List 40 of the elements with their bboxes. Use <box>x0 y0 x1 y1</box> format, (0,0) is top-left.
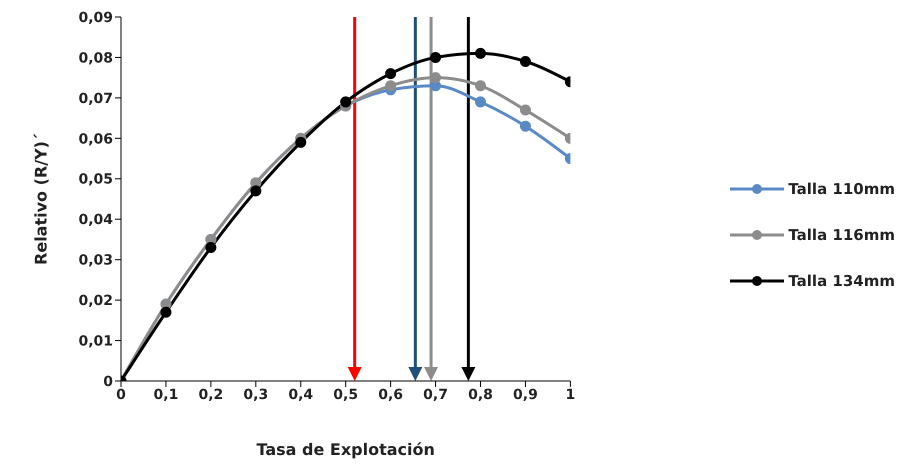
y-axis-title: Relativo (R/Y)´ <box>32 133 51 265</box>
point <box>475 96 486 108</box>
point <box>160 306 172 318</box>
x-tick-label: 0 <box>116 386 126 403</box>
legend-label: Talla 116mm <box>788 226 895 244</box>
x-tick-label: 0,2 <box>198 386 224 403</box>
y-tick-label: 0,02 <box>78 293 113 310</box>
x-tick-label: 1 <box>566 386 576 403</box>
y-tick-label: 0,01 <box>78 334 113 350</box>
y-tick-label: 0,06 <box>78 131 113 148</box>
y-tick-label: 0,03 <box>78 252 113 269</box>
y-tick-label: 0 <box>103 374 114 390</box>
y-tick-label: 0,04 <box>78 212 114 228</box>
point <box>475 80 486 92</box>
y-tick-label: 0,08 <box>78 50 113 66</box>
y-tick-label: 0,09 <box>78 10 113 26</box>
y-tick-label: 0,05 <box>78 172 113 188</box>
point <box>520 56 531 67</box>
legend-label: Talla 110mm <box>788 180 895 198</box>
x-tick-label: 0,4 <box>288 386 314 403</box>
point <box>385 68 396 80</box>
x-tick-label: 0,9 <box>513 386 538 403</box>
x-tick-label: 0,5 <box>333 386 358 403</box>
point <box>520 104 531 116</box>
point <box>295 136 306 148</box>
point <box>430 52 442 63</box>
point <box>205 242 216 254</box>
legend-label: Talla 134mm <box>788 272 895 290</box>
x-axis-title: Tasa de Explotación <box>256 440 435 459</box>
y-tick-label: 0,07 <box>78 90 113 107</box>
x-tick-label: 0,6 <box>378 386 404 403</box>
x-tick-label: 0,1 <box>154 386 178 403</box>
point <box>385 80 396 92</box>
point <box>340 96 352 108</box>
x-tick-label: 0,3 <box>243 386 268 403</box>
point <box>520 120 531 132</box>
point <box>250 185 262 196</box>
x-tick-label: 0,7 <box>423 386 448 403</box>
point <box>475 48 486 59</box>
x-tick-label: 0,8 <box>468 386 493 403</box>
